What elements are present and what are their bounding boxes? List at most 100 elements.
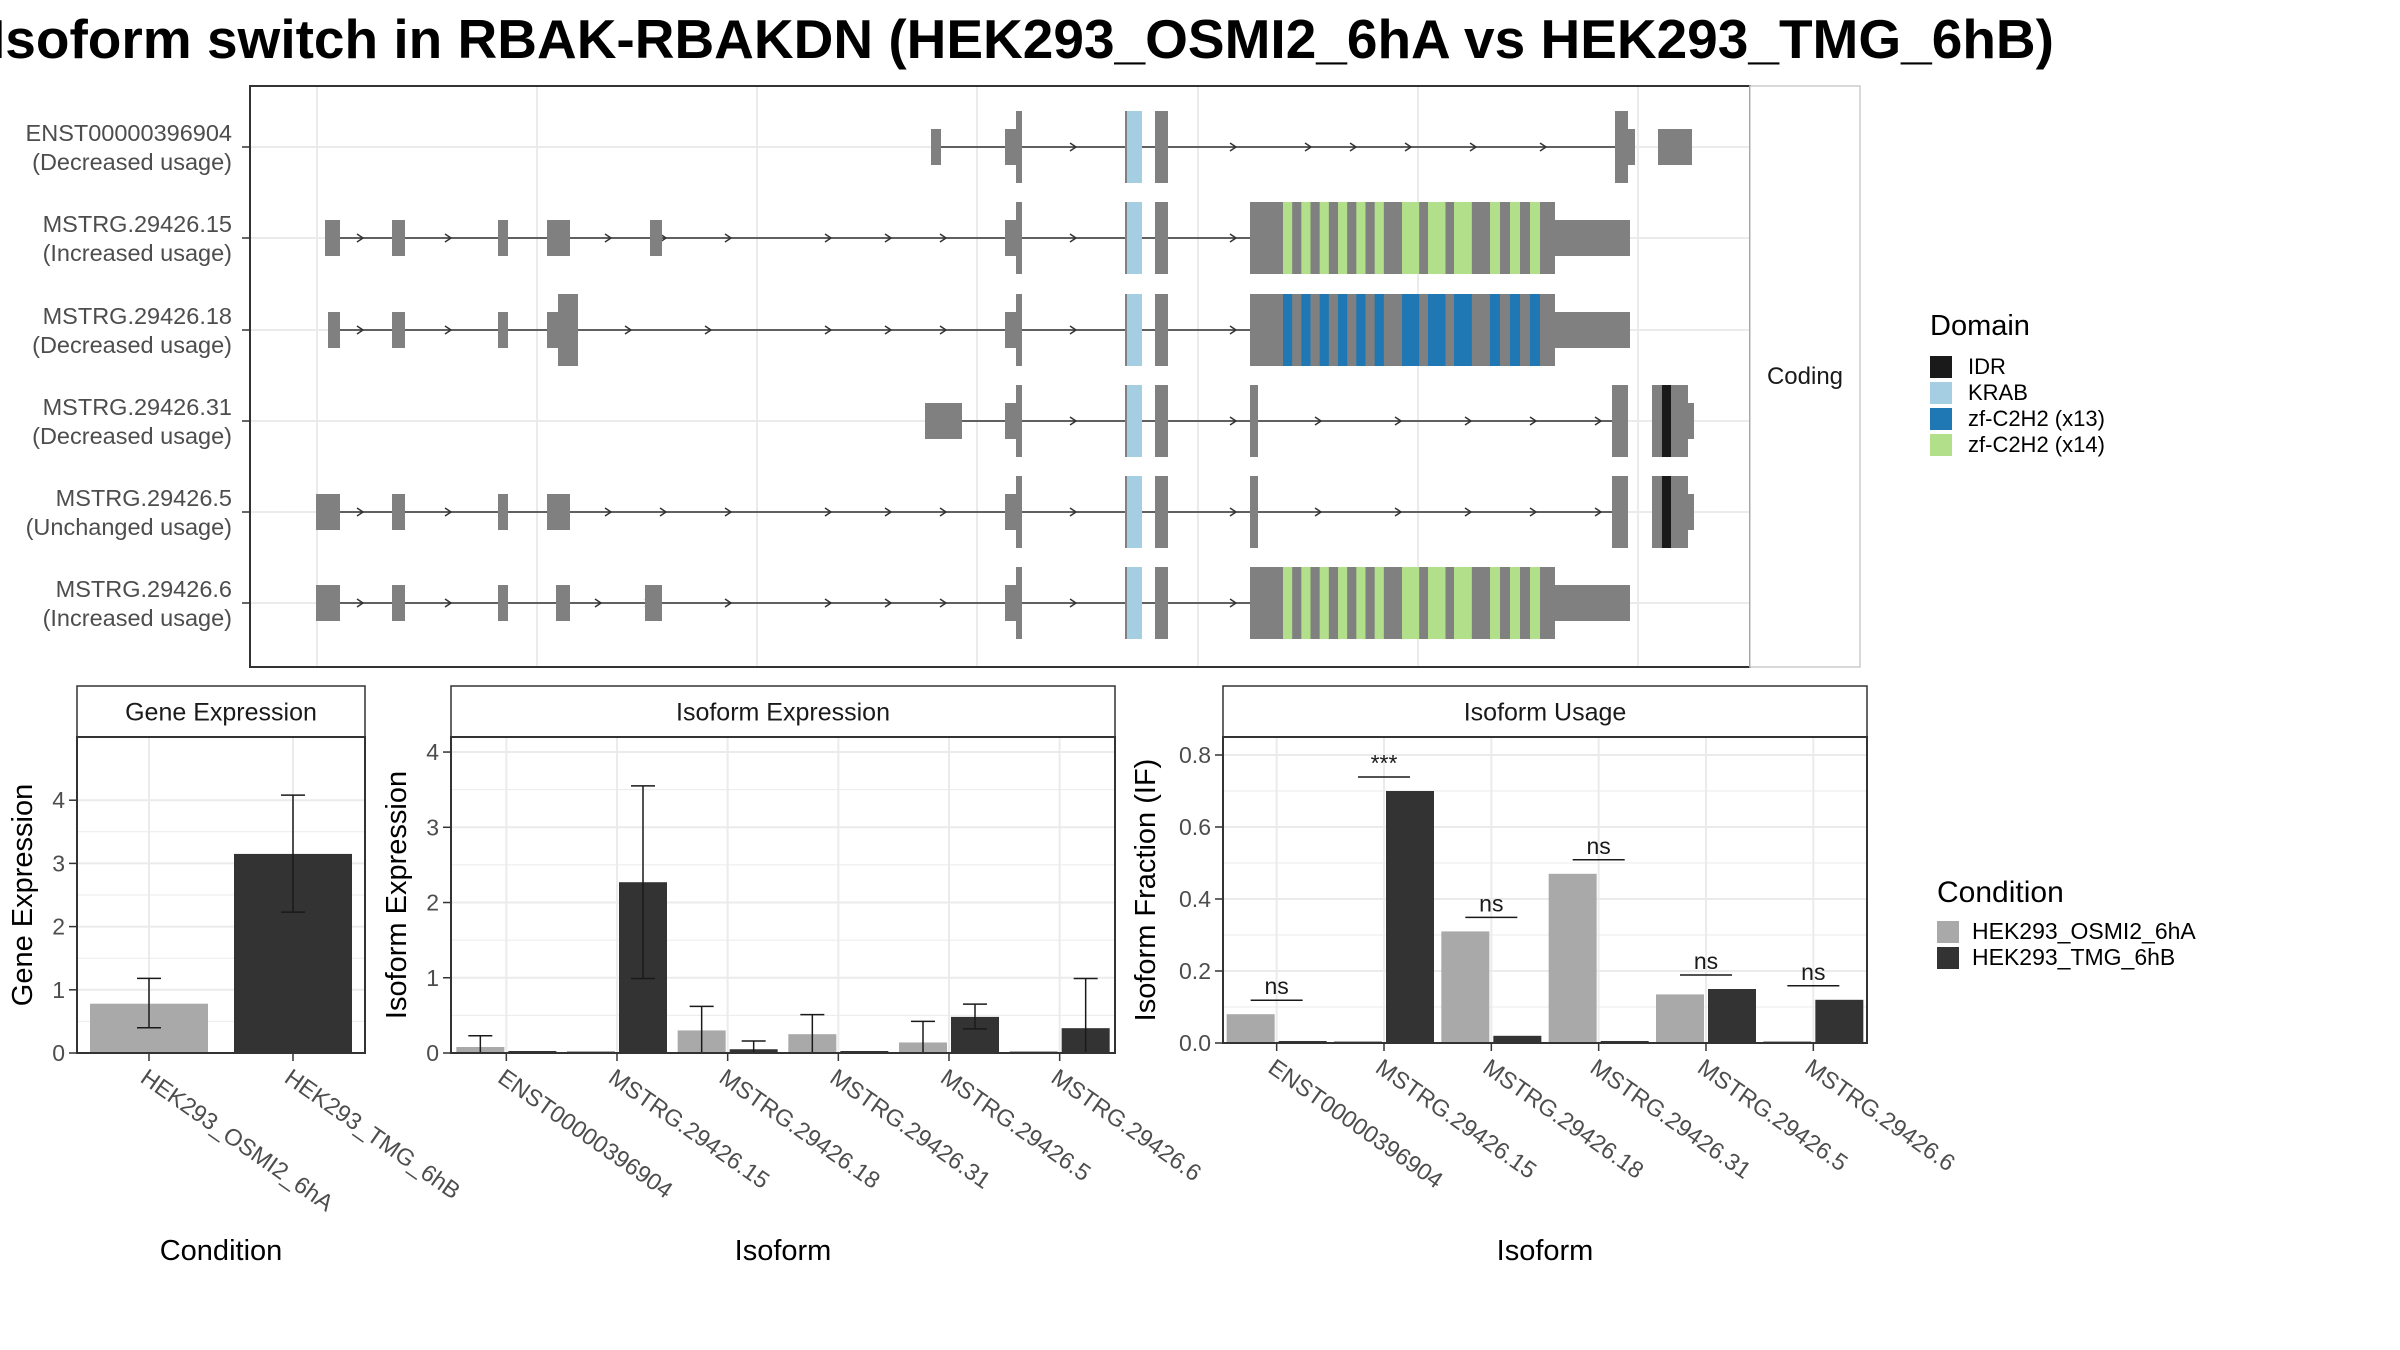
legend-key	[1930, 382, 1952, 404]
facet-strip-label: Coding	[1767, 363, 1843, 390]
exon	[392, 494, 405, 530]
domain	[1127, 567, 1142, 639]
domain-repeat	[1356, 294, 1366, 366]
legend-label: KRAB	[1968, 380, 2028, 405]
exon	[498, 494, 508, 530]
isoform-label: MSTRG.29426.31	[43, 394, 232, 420]
direction-arrow	[1304, 142, 1313, 152]
isoform-usage-label: (Decreased usage)	[32, 332, 232, 358]
domain	[1127, 202, 1142, 274]
exon	[1016, 202, 1022, 274]
legend-title: Domain	[1930, 310, 2030, 342]
legend-key	[1937, 947, 1959, 969]
domain-repeat	[1510, 202, 1520, 274]
bar	[1386, 791, 1434, 1043]
facet-strip-label: Isoform Usage	[1464, 699, 1627, 727]
exon	[1016, 567, 1022, 639]
domain-repeat	[1338, 202, 1348, 274]
exon	[1016, 111, 1022, 183]
facet-strip-label: Gene Expression	[125, 699, 317, 727]
exon	[316, 585, 340, 621]
bar	[1656, 994, 1704, 1043]
direction-arrow	[1229, 325, 1238, 335]
direction-arrow	[1229, 507, 1238, 517]
domain-repeat	[1338, 294, 1348, 366]
y-tick-label: 0.0	[1179, 1030, 1211, 1056]
legend-label: zf-C2H2 (x13)	[1968, 406, 2105, 431]
exon	[498, 220, 508, 256]
y-axis-title: Isoform Expression	[381, 771, 413, 1019]
significance-label: ns	[1265, 973, 1289, 999]
figure-title: Isoform switch in RBAK-RBAKDN (HEK293_OS…	[0, 8, 2054, 70]
exon	[392, 312, 405, 348]
isoform-label: MSTRG.29426.6	[56, 576, 232, 602]
domain-repeat	[1301, 567, 1311, 639]
exon	[931, 129, 941, 165]
direction-arrow	[659, 507, 668, 517]
legend-label: IDR	[1968, 354, 2006, 379]
direction-arrow	[939, 233, 948, 243]
domain-repeat	[1402, 294, 1415, 366]
exon	[498, 585, 508, 621]
significance-label: ns	[1587, 833, 1611, 859]
domain-repeat	[1356, 202, 1366, 274]
isoform-label: MSTRG.29426.5	[56, 485, 232, 511]
legend-label: HEK293_TMG_6hB	[1972, 944, 2175, 970]
isoform-usage-label: (Increased usage)	[43, 605, 232, 631]
direction-arrow	[824, 598, 833, 608]
direction-arrow	[594, 598, 603, 608]
domain-repeat	[1530, 202, 1540, 274]
direction-arrow	[939, 598, 948, 608]
isoform-label: ENST00000396904	[26, 120, 232, 146]
direction-arrow	[1229, 598, 1238, 608]
direction-arrow	[1594, 507, 1603, 517]
bar	[1815, 999, 1864, 1043]
domain	[1127, 294, 1142, 366]
exon	[925, 403, 962, 439]
exon	[547, 494, 570, 530]
plot-background	[451, 737, 1115, 1053]
direction-arrow	[1314, 507, 1323, 517]
y-tick-label: 3	[52, 850, 65, 876]
exon	[1612, 385, 1628, 457]
y-tick-label: 0	[426, 1040, 439, 1066]
exon	[498, 312, 508, 348]
direction-arrow	[824, 325, 833, 335]
domain-repeat	[1490, 202, 1500, 274]
domain-repeat	[1510, 567, 1520, 639]
domain-repeat	[1338, 567, 1348, 639]
direction-arrow	[444, 233, 453, 243]
domain-repeat	[1374, 294, 1384, 366]
direction-arrow	[624, 325, 633, 335]
isoform-usage-chart: Isoform Usage ns *** ns ns ns ns 0.0 0.2 0.4 0.6 0.…	[1130, 685, 1960, 1267]
significance-label: ns	[1694, 948, 1718, 974]
domain-repeat	[1428, 567, 1441, 639]
significance-label: ***	[1371, 750, 1398, 776]
domain-repeat	[1402, 202, 1415, 274]
legend-label: HEK293_OSMI2_6hA	[1972, 918, 2196, 944]
y-tick-label: 0.4	[1179, 886, 1211, 912]
y-tick-label: 2	[426, 890, 439, 916]
exon	[547, 220, 570, 256]
direction-arrow	[444, 507, 453, 517]
isoform-usage-label: (Increased usage)	[43, 240, 232, 266]
domain	[1662, 385, 1671, 457]
plot-frame	[1222, 736, 1868, 1044]
domain-repeat	[1510, 294, 1520, 366]
exon	[1658, 129, 1692, 165]
isoform-usage-label: (Decreased usage)	[32, 149, 232, 175]
domain-repeat	[1374, 567, 1384, 639]
domain-repeat	[1454, 202, 1467, 274]
isoform-label: MSTRG.29426.15	[43, 211, 232, 237]
y-axis-title: Gene Expression	[7, 784, 39, 1006]
domain-repeat	[1319, 202, 1329, 274]
direction-arrow	[939, 325, 948, 335]
direction-arrow	[1464, 416, 1473, 426]
domain	[1662, 476, 1671, 548]
direction-arrow	[1529, 507, 1538, 517]
direction-arrow	[824, 507, 833, 517]
direction-arrow	[1394, 416, 1403, 426]
direction-arrow	[1069, 598, 1078, 608]
domain-repeat	[1428, 202, 1441, 274]
